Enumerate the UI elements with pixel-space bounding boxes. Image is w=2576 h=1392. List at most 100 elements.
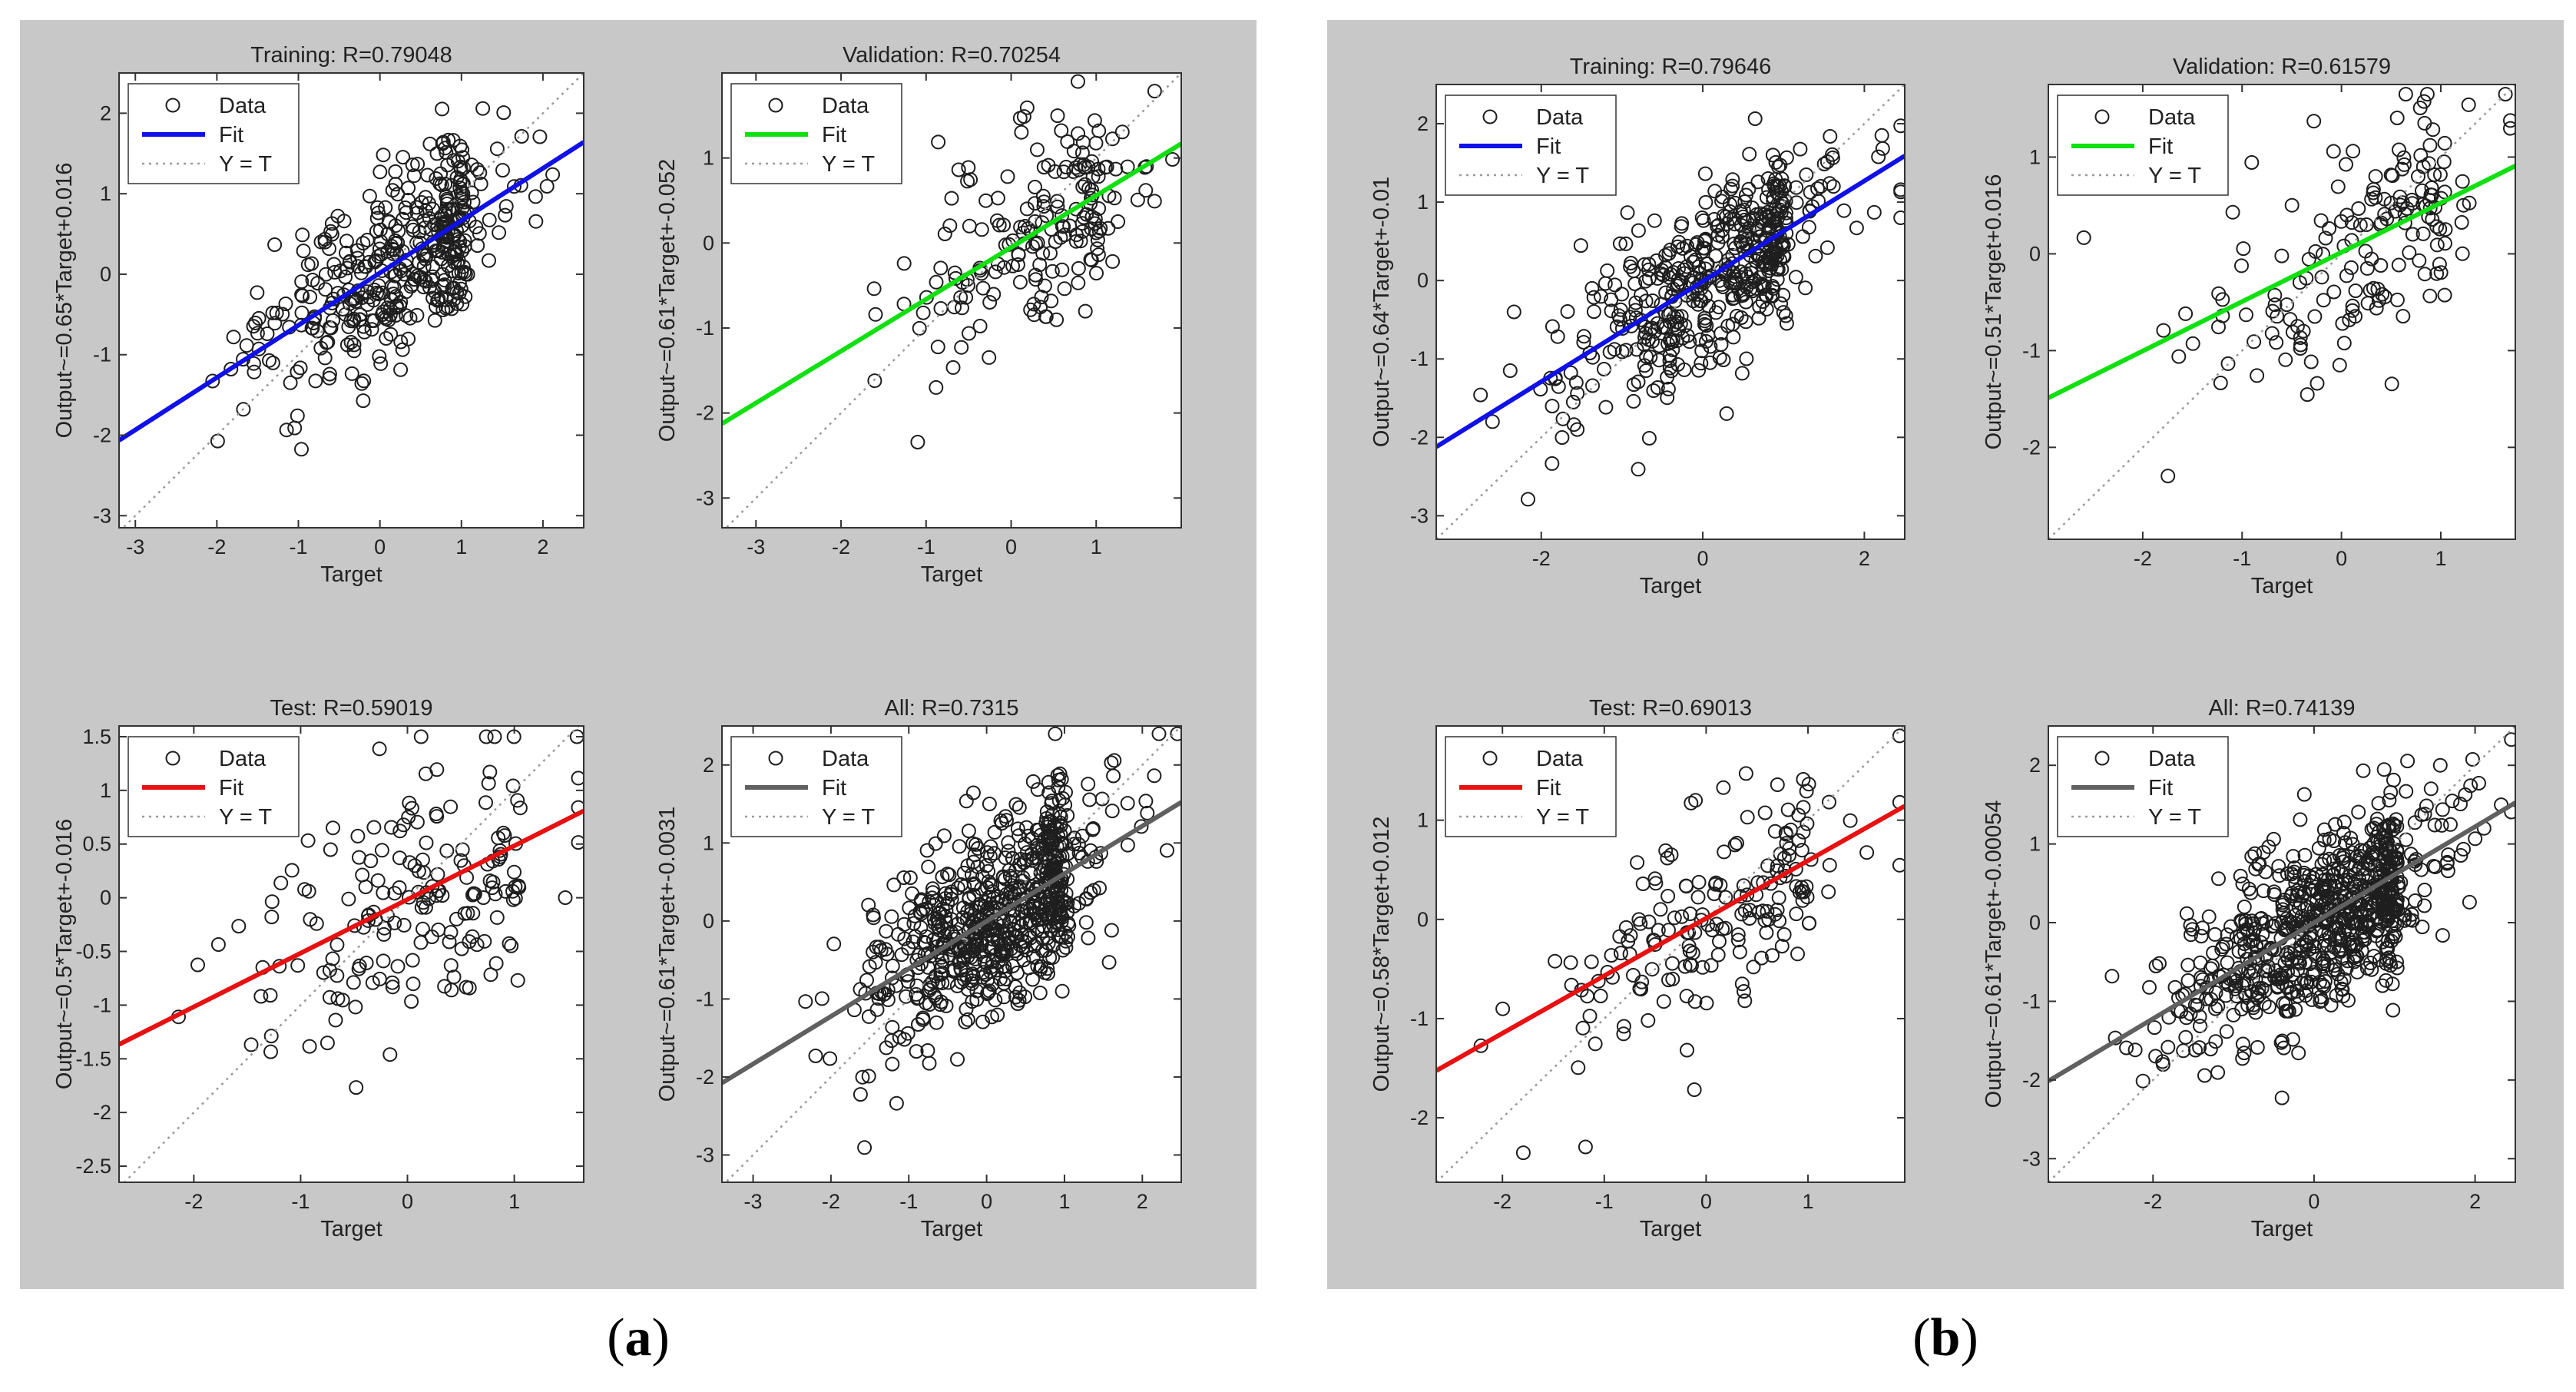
data-point <box>2270 979 2285 995</box>
data-point <box>2441 847 2456 863</box>
data-point <box>2339 268 2354 283</box>
data-point <box>1111 214 1126 229</box>
data-point <box>1147 194 1162 209</box>
data-point <box>1620 205 1635 220</box>
data-point <box>1678 878 1694 893</box>
y-tick-label: -3 <box>2022 1147 2041 1170</box>
data-point <box>2292 275 2307 290</box>
x-tick-label: 1 <box>455 535 467 558</box>
data-point <box>364 322 379 337</box>
data-point <box>1687 1082 1702 1097</box>
data-point <box>2455 246 2470 261</box>
x-tick-label: -3 <box>744 1190 763 1213</box>
data-point <box>2280 866 2295 881</box>
data-point <box>371 205 386 220</box>
data-point <box>2142 979 2157 995</box>
data-point <box>539 179 555 194</box>
data-point <box>945 360 961 375</box>
data-point <box>1866 204 1882 220</box>
data-point <box>1604 292 1619 307</box>
data-point <box>347 918 363 933</box>
data-point <box>441 258 455 273</box>
data-point <box>1697 313 1713 329</box>
data-point <box>502 936 517 951</box>
data-point <box>2193 955 2208 970</box>
data-point <box>2316 833 2332 847</box>
data-point <box>1551 379 1566 394</box>
data-point <box>2405 227 2420 242</box>
data-point <box>2302 868 2317 883</box>
data-point <box>1120 837 1135 853</box>
data-point <box>366 313 382 328</box>
data-point <box>2179 906 2194 921</box>
data-point <box>1019 853 1034 867</box>
data-point <box>922 983 937 998</box>
data-point <box>2313 989 2328 1005</box>
data-point <box>1836 203 1852 218</box>
data-point <box>965 836 981 851</box>
data-point <box>1708 875 1723 890</box>
data-point <box>339 337 355 353</box>
data-point <box>1618 920 1634 935</box>
data-point <box>2384 850 2399 866</box>
data-point <box>1772 252 1787 267</box>
data-point <box>2233 868 2248 883</box>
data-point <box>901 940 916 956</box>
x-axis-label: Target <box>320 562 382 587</box>
data-point <box>2148 959 2164 973</box>
data-point <box>399 308 414 323</box>
data-point <box>1743 266 1759 281</box>
legend: Data Fit Y = T <box>1445 736 1617 837</box>
data-point <box>2237 1046 2252 1061</box>
data-point <box>2439 856 2455 871</box>
data-point <box>983 839 998 854</box>
data-point <box>1545 456 1560 471</box>
data-point <box>2280 964 2296 979</box>
caption-b: (b) <box>1912 1308 1978 1367</box>
data-point <box>1693 332 1708 347</box>
data-point <box>1670 239 1685 254</box>
fit-line <box>119 140 584 442</box>
data-point <box>982 849 998 864</box>
data-point <box>383 326 399 342</box>
data-point <box>387 886 402 901</box>
data-point <box>508 890 523 906</box>
data-point <box>488 887 503 902</box>
data-point <box>1088 216 1103 231</box>
data-point <box>435 101 450 117</box>
data-point <box>359 233 375 247</box>
data-point <box>455 243 470 258</box>
data-point <box>2433 265 2449 280</box>
data-point <box>1725 172 1740 187</box>
data-point <box>2403 847 2419 862</box>
data-point <box>1019 201 1035 217</box>
reference-line-y-equals-t <box>2048 726 2515 1182</box>
data-point <box>2286 849 2301 864</box>
data-point <box>1780 802 1796 817</box>
data-point <box>961 824 976 839</box>
data-point <box>1707 184 1723 199</box>
data-point <box>999 813 1014 828</box>
data-point <box>2300 387 2315 403</box>
data-point <box>2349 914 2364 930</box>
data-point <box>2317 872 2333 887</box>
data-point <box>991 955 1006 970</box>
x-tick-label: 0 <box>402 1190 413 1213</box>
data-point <box>939 998 954 1013</box>
data-point <box>855 1069 870 1085</box>
data-point <box>2341 993 2356 1008</box>
data-point <box>2382 870 2398 885</box>
data-point <box>1502 363 1518 378</box>
data-point <box>437 273 452 288</box>
data-point <box>989 213 1005 228</box>
data-point <box>391 224 406 239</box>
data-point <box>317 350 333 366</box>
data-point <box>1779 316 1794 331</box>
x-tick-label: 1 <box>2435 547 2446 570</box>
data-point <box>1008 797 1024 812</box>
data-point <box>2336 989 2351 1004</box>
data-point <box>1028 237 1044 251</box>
data-point <box>1725 178 1740 194</box>
y-tick-label: 0 <box>703 231 714 254</box>
data-point <box>1630 855 1645 870</box>
